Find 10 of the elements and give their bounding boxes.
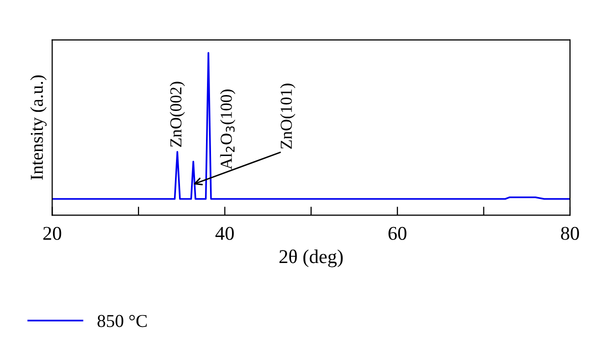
x-tick-label: 60 [388, 226, 406, 240]
annotation: Al$_{2}$O$_{3}$(100) [220, 90, 236, 170]
x-tick-label: 80 [561, 226, 579, 240]
x-tick-label: 40 [215, 226, 234, 240]
x-tick-label: 20 [43, 226, 62, 240]
legend-label: 850 °C [98, 314, 147, 328]
annotation: ZnO(101) [280, 84, 296, 149]
y-axis-title: Intensity (a.u.) [30, 75, 47, 180]
annotation: ZnO(002) [170, 82, 185, 147]
x-axis-title: 2θ (deg) [279, 249, 343, 268]
